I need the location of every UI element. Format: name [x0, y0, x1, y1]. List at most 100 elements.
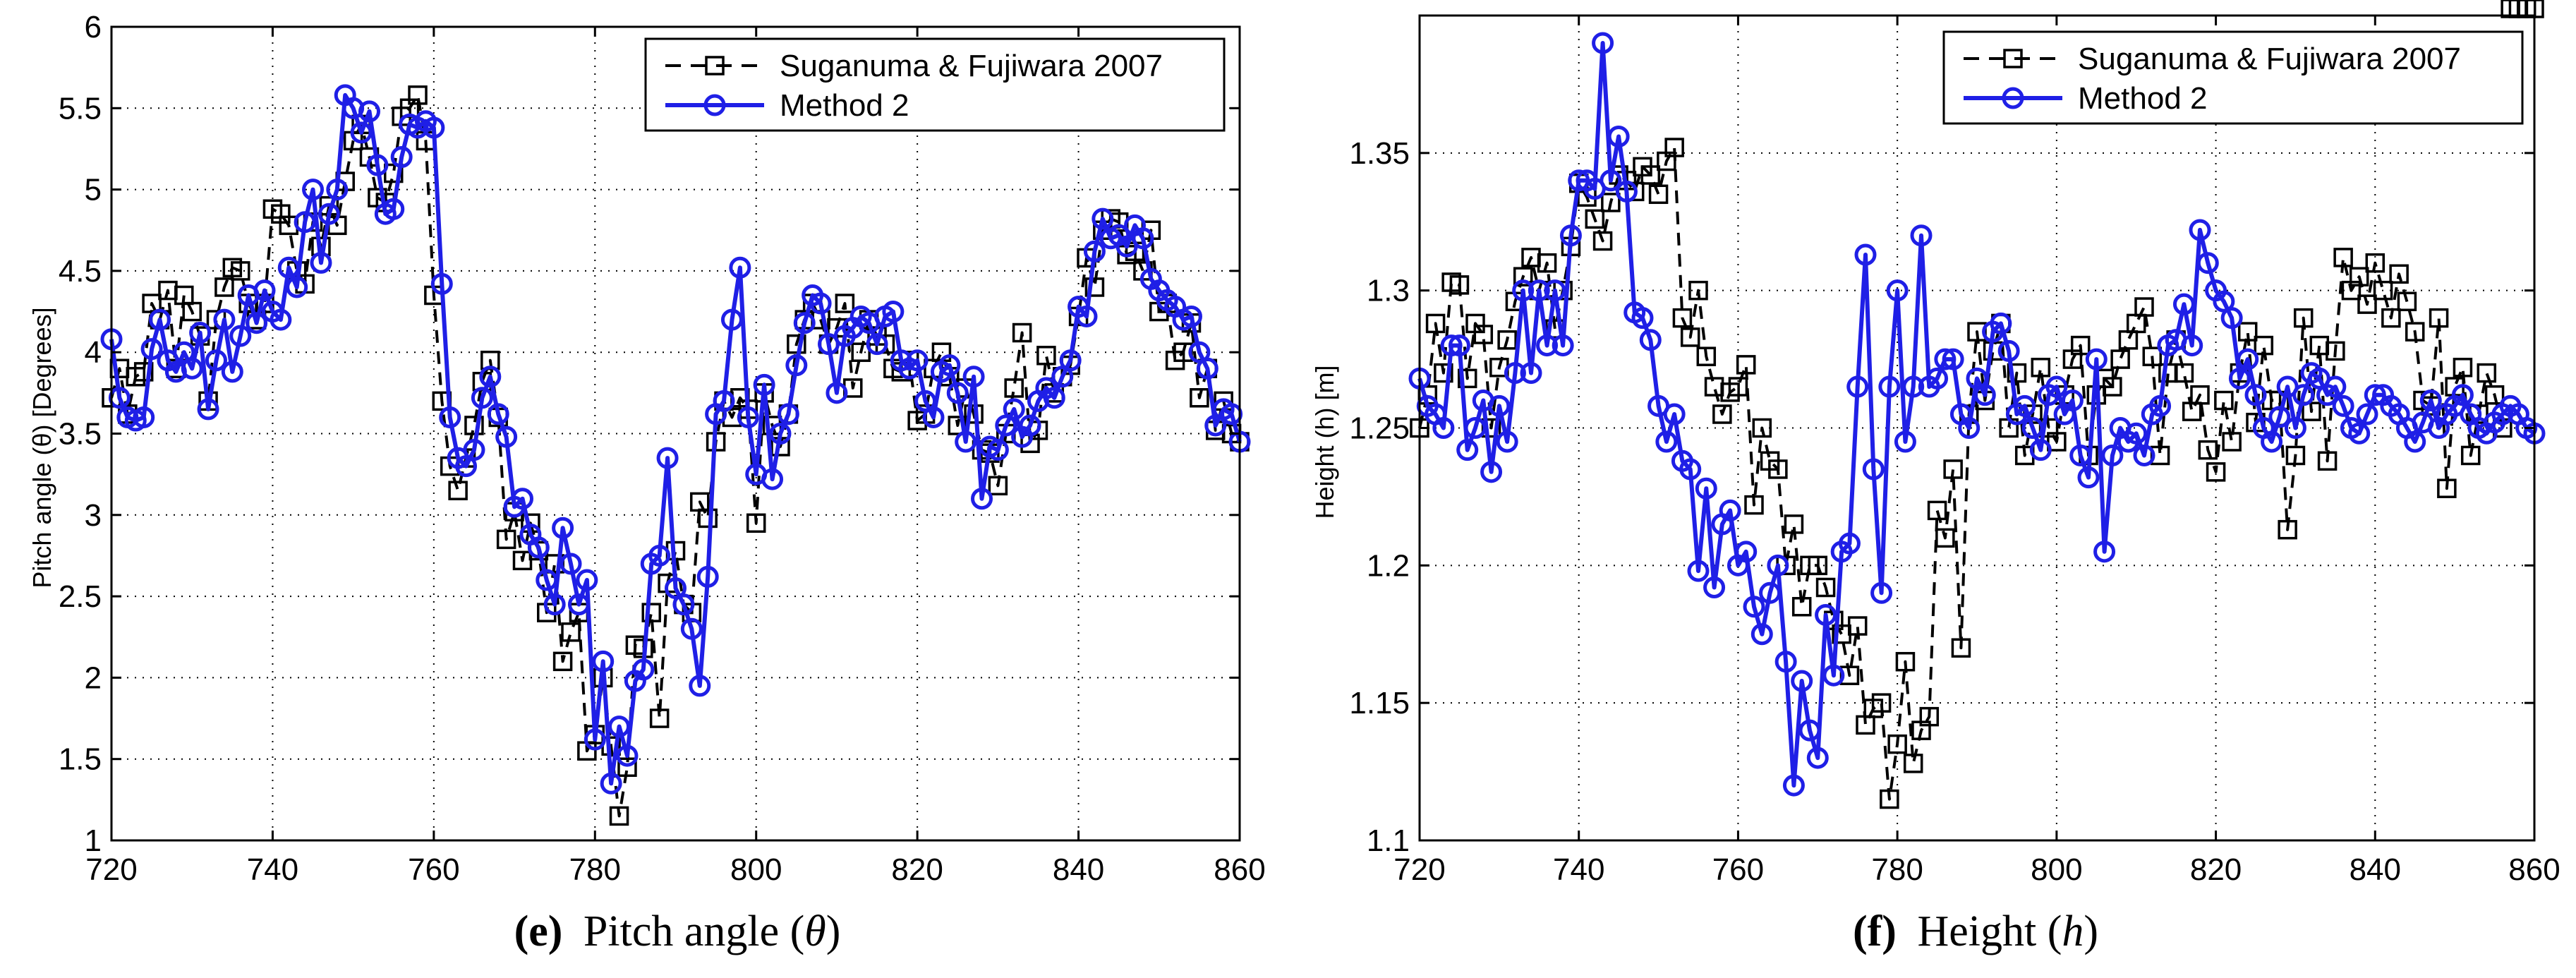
height-point-suganuma-821: [2214, 390, 2234, 411]
height-point-method2-824: [2237, 348, 2259, 370]
height-caption: (f) Height (h): [1853, 907, 2098, 955]
pitch-point-method2-760: [423, 116, 445, 139]
pitch-series: [100, 84, 1251, 826]
height-point-suganuma-809: [2118, 330, 2139, 350]
height-point-method2-806: [2093, 541, 2116, 563]
pitch-point-method2-735: [221, 361, 243, 383]
pitch-point-method2-780: [583, 728, 606, 751]
pitch-y-tick-label-9: 5.5: [59, 91, 102, 126]
height-point-suganuma-775: [1847, 616, 1868, 636]
height-point-method2-734: [1520, 362, 1542, 385]
height-point-method2-766: [1774, 651, 1797, 673]
pitch-point-method2-788: [648, 544, 671, 567]
height-point-method2-724: [1440, 334, 1463, 357]
pitch-grid: [111, 27, 1240, 840]
pitch-legend: Suganuma & Fujiwara 2007 Method 2: [644, 37, 1226, 132]
height-point-suganuma-798: [2031, 358, 2051, 378]
pitch-point-method2-834: [1019, 414, 1041, 437]
pitch-point-method2-746: [310, 251, 332, 274]
pitch-point-method2-817: [882, 301, 905, 323]
height-point-suganuma-723: [1434, 363, 1453, 383]
height-point-method2-831: [2292, 384, 2315, 406]
height-y-axis-label: Height (h) [m]: [1310, 365, 1339, 519]
pitch-point-method2-830: [986, 439, 1009, 461]
height-point-method2-737: [1544, 279, 1566, 302]
height-point-method2-810: [2125, 422, 2148, 445]
height-y-tick-label-1: 1.15: [1349, 686, 1410, 720]
height-point-suganuma-778: [1871, 693, 1892, 713]
height-point-method2-732: [1504, 362, 1526, 385]
height-point-suganuma-784: [1919, 706, 1940, 727]
height-point-suganuma-835: [2326, 341, 2345, 361]
pitch-y-tick-label-0: 1: [85, 823, 102, 858]
height-y-tick-label-5: 1.35: [1349, 136, 1410, 171]
pitch-legend-marker-method2: [703, 94, 726, 116]
height-caption-symbol: h: [2062, 907, 2084, 955]
pitch-point-method2-801: [753, 373, 775, 396]
height-point-method2-794: [1997, 339, 2020, 362]
height-point-suganuma-753: [1672, 308, 1693, 328]
pitch-point-method2-837: [1043, 387, 1065, 409]
pitch-point-method2-773: [527, 536, 550, 559]
height-point-method2-755: [1687, 560, 1710, 582]
height-x-tick-label-840: 840: [2350, 852, 2401, 887]
height-series: [1408, 0, 2546, 809]
height-point-method2-813: [2149, 394, 2172, 417]
height-point-suganuma-770: [1808, 555, 1828, 576]
height-point-suganuma-758: [1712, 404, 1732, 424]
pitch-point-method2-799: [737, 406, 759, 428]
height-x-ticks: 720 740 760 780 800 820 840 860: [1393, 16, 2560, 887]
height-point-method2-770: [1806, 747, 1829, 769]
height-point-method2-838: [2348, 422, 2371, 445]
height-point-method2-727: [1464, 417, 1487, 439]
height-point-method2-828: [2268, 406, 2291, 428]
pitch-point-suganuma-730: [182, 301, 202, 322]
height-point-suganuma-848: [2429, 308, 2449, 328]
pitch-point-suganuma-758: [408, 85, 428, 105]
height-point-method2-787: [1942, 348, 1964, 370]
height-point-method2-827: [2261, 430, 2283, 453]
height-point-suganuma-763: [1752, 418, 1772, 438]
height-point-suganuma-760: [1728, 377, 1748, 397]
pitch-point-method2-761: [430, 272, 453, 295]
height-point-method2-774: [1838, 532, 1861, 555]
pitch-point-suganuma-777: [561, 622, 581, 642]
height-point-suganuma-812: [2142, 346, 2163, 366]
height-point-method2-817: [2181, 334, 2203, 357]
pitch-caption-close: ): [826, 907, 841, 955]
height-point-method2-819: [2196, 252, 2219, 274]
pitch-point-method2-739: [253, 279, 276, 302]
height-point-method2-779: [1878, 375, 1901, 398]
height-point-suganuma-820: [2206, 462, 2226, 482]
height-point-suganuma-851: [2453, 358, 2473, 378]
height-point-suganuma-831: [2293, 308, 2314, 328]
pitch-point-method2-769: [495, 425, 518, 448]
height-point-method2-781: [1894, 430, 1916, 453]
pitch-legend-box: [644, 37, 1226, 132]
height-point-suganuma-830: [2285, 445, 2306, 466]
height-legend-entry-suganuma: Suganuma & Fujiwara 2007: [1964, 42, 2461, 76]
height-point-method2-723: [1432, 417, 1455, 439]
height-point-method2-839: [2356, 403, 2378, 425]
height-point-method2-769: [1798, 719, 1821, 742]
height-point-suganuma-754: [1680, 327, 1700, 347]
pitch-y-axis-label: Pitch angle (θ) [Degrees]: [28, 307, 56, 588]
height-point-method2-786: [1934, 348, 1957, 370]
pitch-caption: (e) Pitch angle (θ): [514, 907, 841, 955]
pitch-point-method2-842: [1083, 240, 1106, 262]
height-point-method2-731: [1496, 430, 1518, 453]
pitch-x-tick-label-800: 800: [730, 852, 782, 887]
height-point-suganuma-786: [1935, 528, 1955, 548]
height-point-suganuma-849: [2437, 478, 2457, 498]
height-point-method2-780: [1886, 279, 1909, 302]
pitch-point-method2-736: [229, 325, 252, 347]
pitch-point-suganuma-784: [617, 757, 637, 777]
height-point-suganuma-752: [1664, 138, 1684, 157]
pitch-legend-marker-suganuma: [705, 56, 725, 76]
pitch-point-suganuma-830: [988, 476, 1008, 496]
height-point-method2-845: [2404, 430, 2426, 453]
pitch-point-method2-777: [560, 553, 582, 575]
height-legend-marker-suganuma: [2003, 49, 2023, 68]
height-point-suganuma-800: [2047, 432, 2067, 452]
height-point-method2-767: [1782, 774, 1805, 797]
